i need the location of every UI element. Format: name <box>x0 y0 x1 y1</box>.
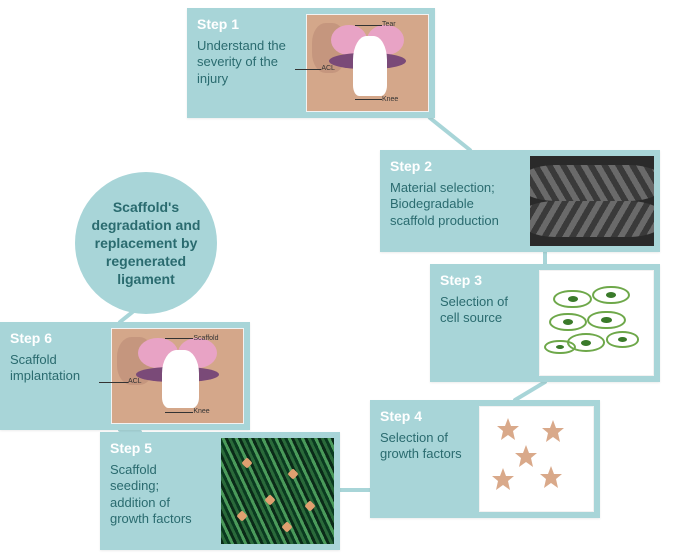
annotation-label: ACL <box>128 378 142 385</box>
connector <box>430 118 470 150</box>
step-text-block: Step 2 Material selection; Biodegradable … <box>380 150 524 252</box>
step-description: Understand the severity of the injury <box>197 38 290 87</box>
step-description: Scaffold implantation <box>10 352 95 385</box>
step-label: Step 4 <box>380 408 463 424</box>
step-text-block: Step 5 Scaffold seeding; addition of grow… <box>100 432 215 550</box>
step-description: Scaffold seeding; addition of growth fac… <box>110 462 205 527</box>
step-label: Step 5 <box>110 440 205 456</box>
step6-box: Step 6 Scaffold implantation Scaffold ACL Kn… <box>0 322 250 430</box>
annotation-label: Knee <box>382 96 398 103</box>
step2-box: Step 2 Material selection; Biodegradable … <box>380 150 660 252</box>
step1-box: Step 1 Understand the severity of the inj… <box>187 8 435 118</box>
braided_rope-image <box>530 156 654 246</box>
step5-box: Step 5 Scaffold seeding; addition of grow… <box>100 432 340 550</box>
knee_scaffold-image: Scaffold ACL Knee <box>111 328 244 424</box>
step-description: Selection of growth factors <box>380 430 463 463</box>
step-text-block: Step 4 Selection of growth factors <box>370 400 473 518</box>
step-label: Step 2 <box>390 158 514 174</box>
annotation-label: Knee <box>193 408 209 415</box>
step-text-block: Step 3 Selection of cell source <box>430 264 533 382</box>
step-label: Step 6 <box>10 330 95 346</box>
annotation-label: ACL <box>321 65 335 72</box>
stars-image <box>479 406 594 512</box>
step3-box: Step 3 Selection of cell source <box>430 264 660 382</box>
step-label: Step 1 <box>197 16 290 32</box>
step4-box: Step 4 Selection of growth factors <box>370 400 600 518</box>
step-description: Material selection; Biodegradable scaffo… <box>390 180 514 229</box>
step-description: Selection of cell source <box>440 294 523 327</box>
step-text-block: Step 1 Understand the severity of the inj… <box>187 8 300 118</box>
connector <box>515 382 545 400</box>
step-label: Step 3 <box>440 272 523 288</box>
annotation-label: Scaffold <box>193 335 218 342</box>
outcome-circle: Scaffold's degradation and replacement b… <box>75 172 217 314</box>
outcome-text: Scaffold's degradation and replacement b… <box>87 198 205 289</box>
step-text-block: Step 6 Scaffold implantation <box>0 322 105 430</box>
knee_tear-image: Tear ACL Knee <box>306 14 429 112</box>
cells-image <box>539 270 654 376</box>
fibers-image <box>221 438 334 544</box>
annotation-label: Tear <box>382 21 396 28</box>
